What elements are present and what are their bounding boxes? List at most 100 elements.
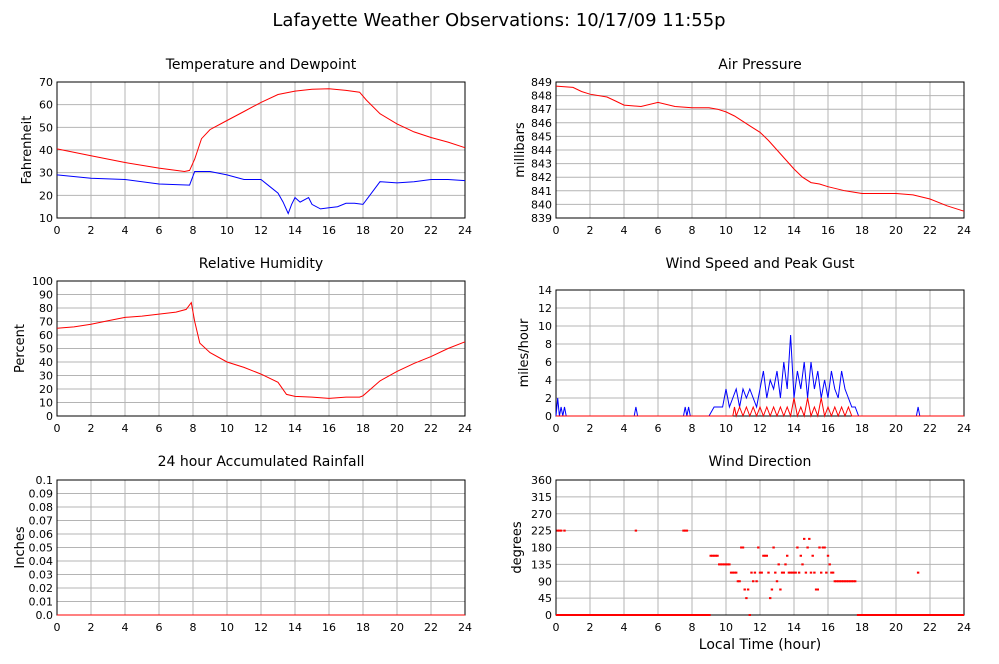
wind-xtick-label: 16: [821, 422, 835, 435]
wind-ytick-label: 6: [545, 356, 552, 369]
pressure-ytick-label: 839: [531, 212, 552, 225]
wind-xtick-label: 0: [553, 422, 560, 435]
wind-ytick-label: 12: [538, 302, 552, 315]
direction-point: [916, 571, 920, 574]
rain-ytick-label: 0.05: [29, 542, 54, 555]
direction-point: [709, 554, 712, 557]
direction-point: [799, 554, 802, 557]
direction-point: [845, 580, 848, 583]
temp-xtick-label: 20: [390, 224, 404, 237]
direction-point: [558, 529, 561, 532]
direction-point: [830, 571, 833, 574]
direction-point: [728, 563, 731, 566]
direction-xtick-label: 0: [553, 621, 560, 634]
humidity-ytick-label: 90: [39, 289, 53, 302]
humidity-xtick-label: 4: [122, 422, 129, 435]
direction-point: [755, 580, 758, 583]
direction-point: [774, 571, 777, 574]
pressure-xtick-label: 8: [689, 224, 696, 237]
direction-point: [784, 563, 787, 566]
humidity-xtick-label: 12: [254, 422, 268, 435]
direction-point: [745, 597, 748, 600]
wind-xtick-label: 2: [587, 422, 594, 435]
wind-title: Wind Speed and Peak Gust: [666, 256, 855, 272]
direction-point: [852, 580, 855, 583]
pressure-ytick-label: 843: [531, 158, 552, 171]
direction-point: [716, 554, 719, 557]
direction-point: [835, 580, 838, 583]
temp-ytick-label: 50: [39, 121, 53, 134]
direction-point: [746, 588, 750, 591]
direction-point: [847, 580, 850, 583]
direction-point: [711, 554, 714, 557]
humidity-series-0: [56, 301, 466, 399]
temp-title: Temperature and Dewpoint: [165, 57, 357, 73]
direction-ytick-label: 270: [531, 508, 552, 521]
pressure-xtick-label: 10: [719, 224, 733, 237]
pressure-xtick-label: 6: [655, 224, 662, 237]
direction-point: [842, 580, 845, 583]
rain-ytick-label: 0.1: [36, 474, 54, 487]
direction-point: [740, 546, 743, 549]
direction-xtick-label: 12: [753, 621, 767, 634]
direction-point: [723, 563, 726, 566]
humidity-xtick-label: 22: [424, 422, 438, 435]
direction-point: [789, 571, 792, 574]
humidity-frame: [56, 280, 466, 417]
direction-xtick-label: 14: [787, 621, 801, 634]
temp-ytick-label: 10: [39, 212, 53, 225]
temp-xtick-label: 16: [322, 224, 336, 237]
temp-xtick-label: 2: [88, 224, 95, 237]
temp-xtick-label: 14: [288, 224, 302, 237]
direction-point: [685, 529, 689, 532]
direction-point: [712, 554, 716, 557]
temp-xtick-label: 4: [122, 224, 129, 237]
rain-xtick-label: 8: [190, 621, 197, 634]
pressure-ytick-label: 849: [531, 76, 552, 89]
rain-xtick-label: 10: [220, 621, 234, 634]
rain-xtick-label: 0: [54, 621, 61, 634]
direction-point: [833, 580, 836, 583]
temp-ylabel: Fahrenheit: [20, 116, 35, 185]
direction-point: [741, 546, 745, 549]
direction-point: [731, 571, 734, 574]
wind-ytick-label: 2: [545, 392, 552, 405]
direction-point: [814, 588, 818, 591]
direction-point: [559, 529, 563, 532]
temp-xtick-label: 18: [356, 224, 370, 237]
rain-ytick-label: 0.0: [36, 609, 54, 622]
pressure-xtick-label: 0: [553, 224, 560, 237]
wind-ylabel: miles/hour: [517, 318, 532, 387]
direction-point: [794, 571, 797, 574]
temp-ytick-label: 20: [39, 189, 53, 202]
direction-point: [828, 563, 831, 566]
humidity-ylabel: Percent: [13, 324, 28, 373]
direction-point: [854, 580, 857, 583]
humidity-xtick-label: 18: [356, 422, 370, 435]
direction-point: [823, 546, 826, 549]
direction-point: [775, 580, 779, 583]
humidity-xtick-label: 6: [156, 422, 163, 435]
direction-ytick-label: 0: [545, 609, 552, 622]
temp-ytick-label: 30: [39, 167, 53, 180]
humidity-ytick-label: 60: [39, 329, 53, 342]
rain-ytick-label: 0.03: [29, 569, 54, 582]
rain-xtick-label: 16: [322, 621, 336, 634]
direction-point: [811, 554, 814, 557]
humidity-xtick-label: 20: [390, 422, 404, 435]
x-axis-label: Local Time (hour): [699, 637, 821, 653]
direction-point: [714, 554, 717, 557]
rain-xtick-label: 6: [156, 621, 163, 634]
direction-point: [682, 529, 685, 532]
direction-point: [736, 580, 740, 583]
direction-point: [738, 580, 741, 583]
rain-ytick-label: 0.07: [29, 515, 54, 528]
wind-xtick-label: 22: [923, 422, 937, 435]
direction-point: [721, 563, 724, 566]
temp-xtick-label: 12: [254, 224, 268, 237]
direction-point: [729, 571, 733, 574]
